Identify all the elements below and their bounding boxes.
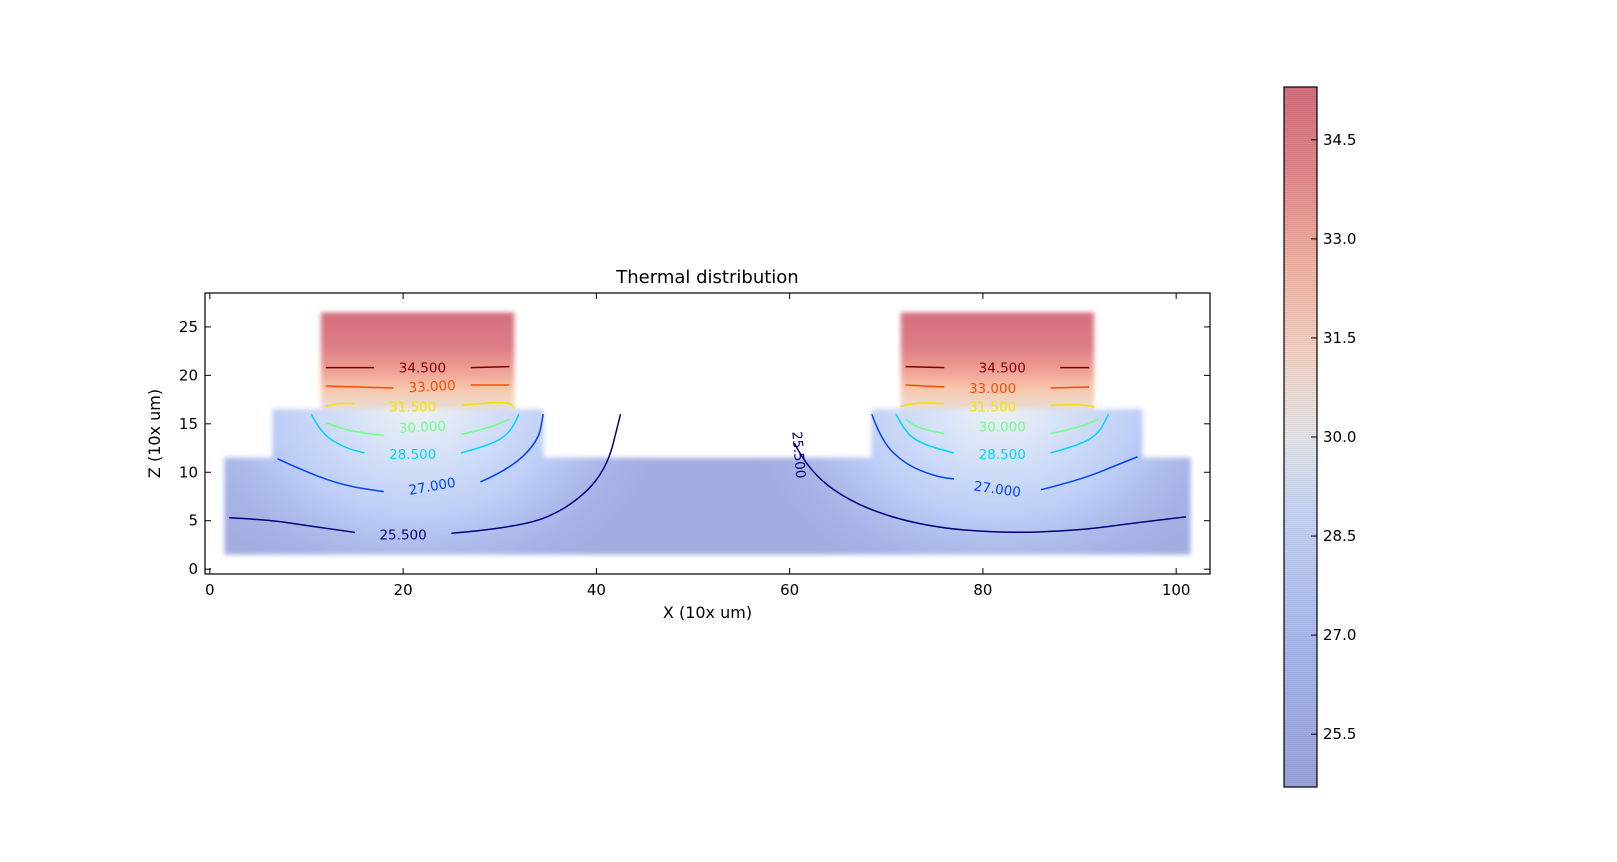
contour-line-27.000 (277, 458, 384, 493)
x-tick-label: 20 (394, 581, 413, 599)
x-axis-ticks: 0 20 40 60 80 100 (205, 293, 1190, 599)
contour-line-28.500 (1050, 413, 1110, 454)
y-tick-label: 0 (188, 560, 198, 578)
colorbar-tick-label: 27.0 (1323, 626, 1356, 644)
contour-line-28.500 (460, 413, 520, 454)
colorbar-tick-label: 28.5 (1323, 527, 1356, 545)
colorbar-tick-label: 30.0 (1323, 428, 1356, 446)
contour-line-27.000 (1040, 456, 1138, 491)
contour-line-31.500 (461, 401, 515, 409)
contour-line-25.500 (451, 413, 622, 535)
contour-line-31.500 (325, 402, 355, 408)
contour-line-28.500 (310, 413, 365, 454)
y-axis-label: Z (10x um) (145, 389, 164, 478)
colorbar-tick-label: 34.5 (1323, 131, 1356, 149)
y-tick-label: 15 (179, 415, 198, 433)
contour-label: 31.500 (969, 399, 1016, 415)
x-axis-label: X (10x um) (663, 603, 752, 622)
heat-glow-1 (224, 409, 660, 555)
y-tick-label: 25 (179, 318, 198, 336)
contour-label: 30.000 (398, 418, 446, 436)
temperature-field (224, 312, 1191, 555)
x-tick-label: 80 (973, 581, 992, 599)
contour-label: 28.500 (389, 447, 436, 463)
x-tick-label: 60 (780, 581, 799, 599)
heat-source-1 (320, 312, 515, 410)
contour-label: 30.000 (979, 420, 1026, 436)
axes-frame (204, 292, 1211, 575)
contour-line-30.000 (1050, 418, 1100, 435)
contour-line-33.000 (1050, 386, 1090, 389)
y-tick-label: 20 (179, 366, 198, 384)
heat-glow-2 (755, 409, 1191, 555)
colorbar-ticks: 25.5 27.0 28.5 30.0 31.5 33.0 34.5 (1311, 131, 1356, 743)
x-tick-label: 100 (1162, 581, 1191, 599)
heat-source-2 (900, 312, 1095, 410)
contour-line-27.000 (480, 413, 544, 483)
contour-line-30.000 (460, 418, 510, 436)
contour-line-34.500 (905, 365, 945, 369)
contour-line-25.500 (229, 517, 355, 534)
colorbar-tick-label: 33.0 (1323, 230, 1356, 248)
contour-label: 25.500 (379, 527, 426, 543)
contour-label: 33.000 (408, 378, 456, 396)
contour-line-28.500 (895, 413, 955, 454)
contour-label: 34.500 (399, 361, 446, 377)
y-axis-ticks: 0 5 10 15 20 25 (179, 318, 1210, 578)
contour-line-30.000 (325, 422, 384, 437)
contour-line-25.500 (793, 442, 1186, 534)
contour-label: 31.500 (389, 399, 436, 415)
colorbar: 25.5 27.0 28.5 30.0 31.5 33.0 34.5 (1283, 86, 1356, 788)
contour-label: 27.000 (973, 479, 1022, 501)
contour-line-34.500 (470, 365, 510, 369)
contour-line-30.000 (905, 418, 945, 435)
x-tick-label: 40 (587, 581, 606, 599)
y-tick-label: 10 (179, 463, 198, 481)
contour-label: 34.500 (979, 361, 1026, 377)
x-tick-label: 0 (205, 581, 215, 599)
contour-line-27.000 (871, 413, 955, 480)
contour-line-33.000 (325, 385, 394, 389)
colorbar-tick-label: 31.5 (1323, 329, 1356, 347)
contour-line-33.000 (905, 384, 945, 388)
contour-line-31.500 (1050, 404, 1095, 409)
contour-label: 33.000 (969, 381, 1016, 397)
contour-line-31.500 (900, 402, 945, 408)
colorbar-tick-label: 25.5 (1323, 725, 1356, 743)
y-tick-label: 5 (188, 512, 198, 530)
chart-title: Thermal distribution (615, 267, 798, 288)
contour-label: 28.500 (979, 447, 1026, 463)
contour-label: 25.500 (788, 431, 808, 479)
